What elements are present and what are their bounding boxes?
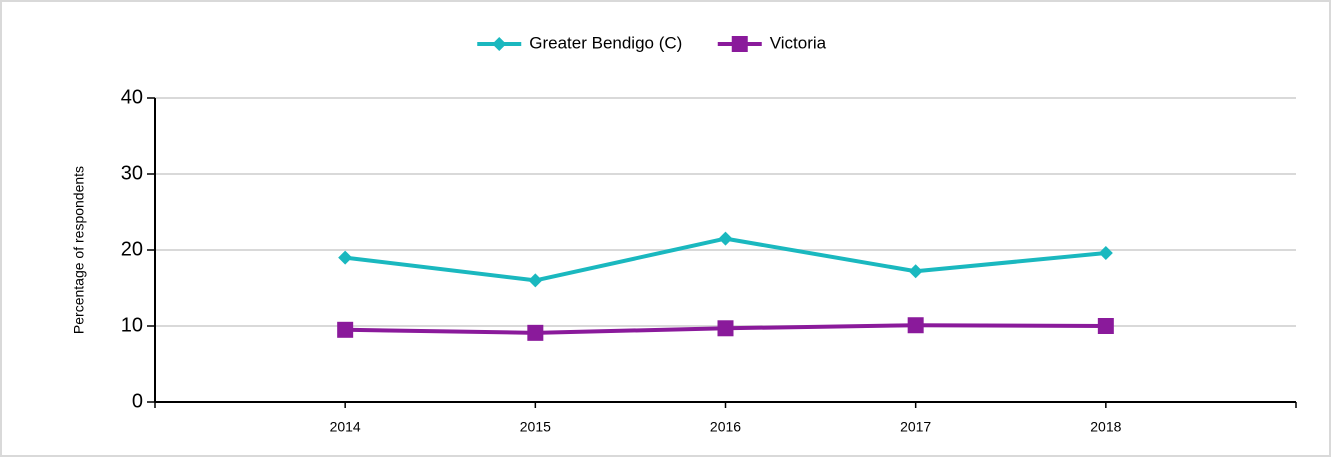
data-point	[338, 250, 353, 265]
data-point	[1097, 318, 1114, 334]
legend-marker	[492, 37, 507, 51]
x-tick-label: 2015	[520, 419, 551, 435]
data-point	[908, 264, 923, 279]
data-point	[337, 321, 354, 338]
y-tick-label: 0	[132, 390, 143, 412]
data-point	[1098, 246, 1113, 261]
data-point	[527, 324, 544, 341]
data-point	[718, 231, 733, 246]
data-point	[528, 273, 543, 288]
y-tick-label: 30	[121, 162, 143, 184]
legend-label: Greater Bendigo (C)	[529, 33, 682, 52]
x-tick-label: 2014	[330, 419, 361, 435]
legend-marker	[731, 36, 748, 52]
y-tick-label: 40	[121, 86, 143, 108]
x-tick-label: 2016	[710, 419, 741, 435]
x-tick-label: 2018	[1090, 419, 1121, 435]
data-point	[717, 320, 734, 337]
y-tick-label: 10	[121, 314, 143, 336]
data-point	[907, 317, 924, 334]
x-tick-label: 2017	[900, 419, 931, 435]
y-axis-label: Percentage of respondents	[71, 166, 87, 334]
legend-label: Victoria	[770, 33, 827, 52]
y-tick-label: 20	[121, 238, 143, 260]
